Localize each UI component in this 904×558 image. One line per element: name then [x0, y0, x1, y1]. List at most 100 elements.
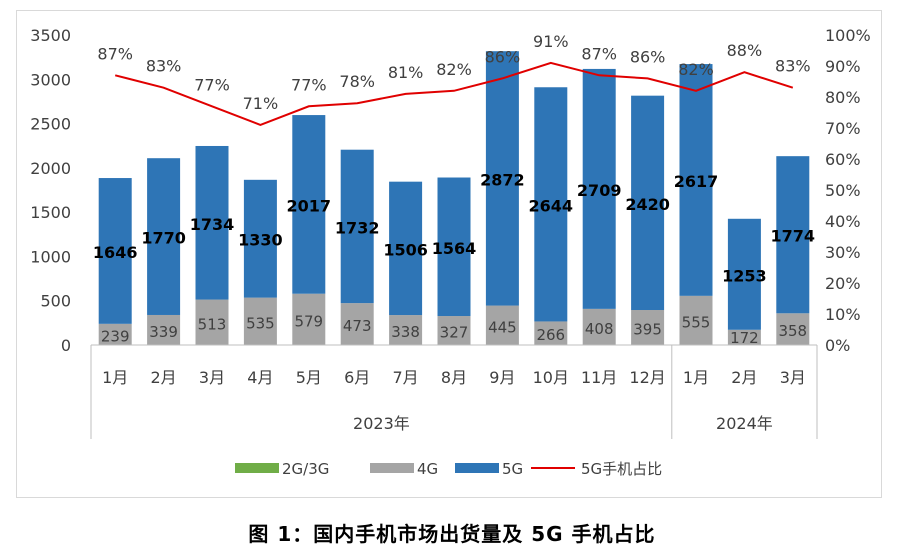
bar-4g [776, 313, 810, 345]
data-label-5g: 1564 [432, 239, 477, 258]
data-label-5g-share: 86% [630, 47, 666, 66]
legend-swatch [370, 463, 414, 473]
bar-4g [243, 297, 277, 345]
bar-5g [727, 218, 761, 330]
x-tick-label: 4月 [247, 368, 273, 387]
bar-5g [340, 149, 374, 304]
data-label-4g: 266 [536, 326, 565, 344]
bar-5g [147, 158, 181, 315]
bar-4g [727, 329, 761, 345]
bar-5g [776, 156, 810, 314]
data-label-5g: 2017 [287, 196, 332, 215]
bar-4g [98, 323, 132, 345]
y-right-tick-label: 90% [825, 57, 861, 76]
x-tick-label: 1月 [683, 368, 709, 387]
y-left-tick-label: 2500 [30, 115, 71, 134]
data-label-4g: 358 [778, 322, 807, 340]
data-label-5g-share: 86% [485, 47, 521, 66]
data-label-5g: 1506 [383, 240, 428, 259]
y-right-tick-label: 10% [825, 305, 861, 324]
data-label-5g-share: 77% [194, 75, 230, 94]
x-tick-label: 6月 [344, 368, 370, 387]
data-label-5g-share: 88% [727, 41, 763, 60]
y-right-tick-label: 80% [825, 88, 861, 107]
x-tick-label: 10月 [533, 368, 569, 387]
x-tick-label: 2月 [151, 368, 177, 387]
data-label-5g: 1330 [238, 231, 283, 250]
data-label-5g-share: 83% [775, 57, 811, 76]
data-label-5g-share: 81% [388, 63, 424, 82]
data-label-5g: 1734 [190, 215, 235, 234]
bar-4g [582, 308, 616, 345]
legend-label: 2G/3G [282, 460, 329, 478]
data-label-4g: 395 [633, 321, 662, 339]
data-label-5g: 2709 [577, 181, 622, 200]
y-right-tick-label: 100% [825, 26, 871, 45]
data-label-5g: 2617 [674, 172, 719, 191]
y-left-tick-label: 2000 [30, 159, 71, 178]
figure-caption: 图 1：国内手机市场出货量及 5G 手机占比 [248, 522, 656, 546]
data-label-5g-share: 82% [678, 60, 714, 79]
data-label-4g: 338 [391, 323, 420, 341]
data-label-5g-share: 83% [146, 57, 182, 76]
y-right-tick-label: 40% [825, 212, 861, 231]
x-group-label: 2023年 [353, 414, 410, 433]
x-tick-label: 2月 [731, 368, 757, 387]
data-label-4g: 555 [682, 313, 711, 331]
bar-4g [389, 315, 423, 345]
bar-4g [437, 316, 471, 345]
line-5g-share [114, 61, 794, 126]
bar-4g [534, 321, 568, 345]
legend-swatch [455, 463, 499, 473]
bar-4g [147, 314, 181, 345]
chart-frame: 0 500 1000 1500 2000 2500 3000 3500 0% 10% 20% 30% 4… [16, 10, 882, 498]
bar-5g [437, 177, 471, 317]
legend-label: 5G手机占比 [581, 460, 662, 478]
bar-5g [98, 178, 132, 324]
bar-5g [292, 115, 326, 294]
bar-5g [679, 64, 713, 296]
y-right-tick-label: 0% [825, 336, 850, 355]
bar-4g [485, 305, 519, 345]
data-label-4g: 513 [198, 315, 227, 333]
bar-4g [631, 310, 665, 345]
shipment-chart: 0 500 1000 1500 2000 2500 3000 3500 0% 10% 20% 30% 4… [30, 26, 871, 478]
x-tick-label: 1月 [102, 368, 128, 387]
bar-5g [485, 51, 519, 306]
x-tick-label: 8月 [441, 368, 467, 387]
data-label-4g: 327 [440, 324, 469, 342]
data-label-4g: 408 [585, 320, 614, 338]
data-label-5g: 1253 [722, 266, 767, 285]
y-right-tick-label: 60% [825, 150, 861, 169]
data-label-5g: 2420 [625, 195, 670, 214]
data-label-4g: 339 [149, 323, 178, 341]
data-label-5g-share: 77% [291, 75, 327, 94]
y-right-tick-label: 30% [825, 243, 861, 262]
bar-5g [582, 68, 616, 309]
x-tick-label: 5月 [296, 368, 322, 387]
y-right-tick-label: 50% [825, 181, 861, 200]
x-tick-label: 3月 [199, 368, 225, 387]
data-label-4g: 579 [294, 312, 323, 330]
data-label-5g-share: 87% [581, 44, 617, 63]
data-label-5g: 1774 [771, 227, 816, 246]
legend-swatch [235, 463, 279, 473]
bar-4g [195, 299, 229, 345]
data-label-4g: 445 [488, 318, 517, 336]
bar-4g [292, 293, 326, 345]
bar-5g [195, 145, 229, 300]
bar-5g [243, 179, 277, 298]
legend-label: 5G [502, 460, 523, 478]
data-label-5g: 1732 [335, 218, 380, 237]
x-group-label: 2024年 [716, 414, 773, 433]
y-left-tick-label: 3000 [30, 70, 71, 89]
data-label-5g: 2872 [480, 170, 525, 189]
data-label-4g: 535 [246, 314, 275, 332]
bar-5g [534, 87, 568, 322]
bar-4g [340, 303, 374, 345]
x-tick-label: 11月 [581, 368, 617, 387]
data-label-4g: 172 [730, 329, 759, 347]
data-label-5g-share: 78% [339, 72, 375, 91]
y-left-tick-label: 3500 [30, 26, 71, 45]
y-left-tick-label: 1500 [30, 203, 71, 222]
